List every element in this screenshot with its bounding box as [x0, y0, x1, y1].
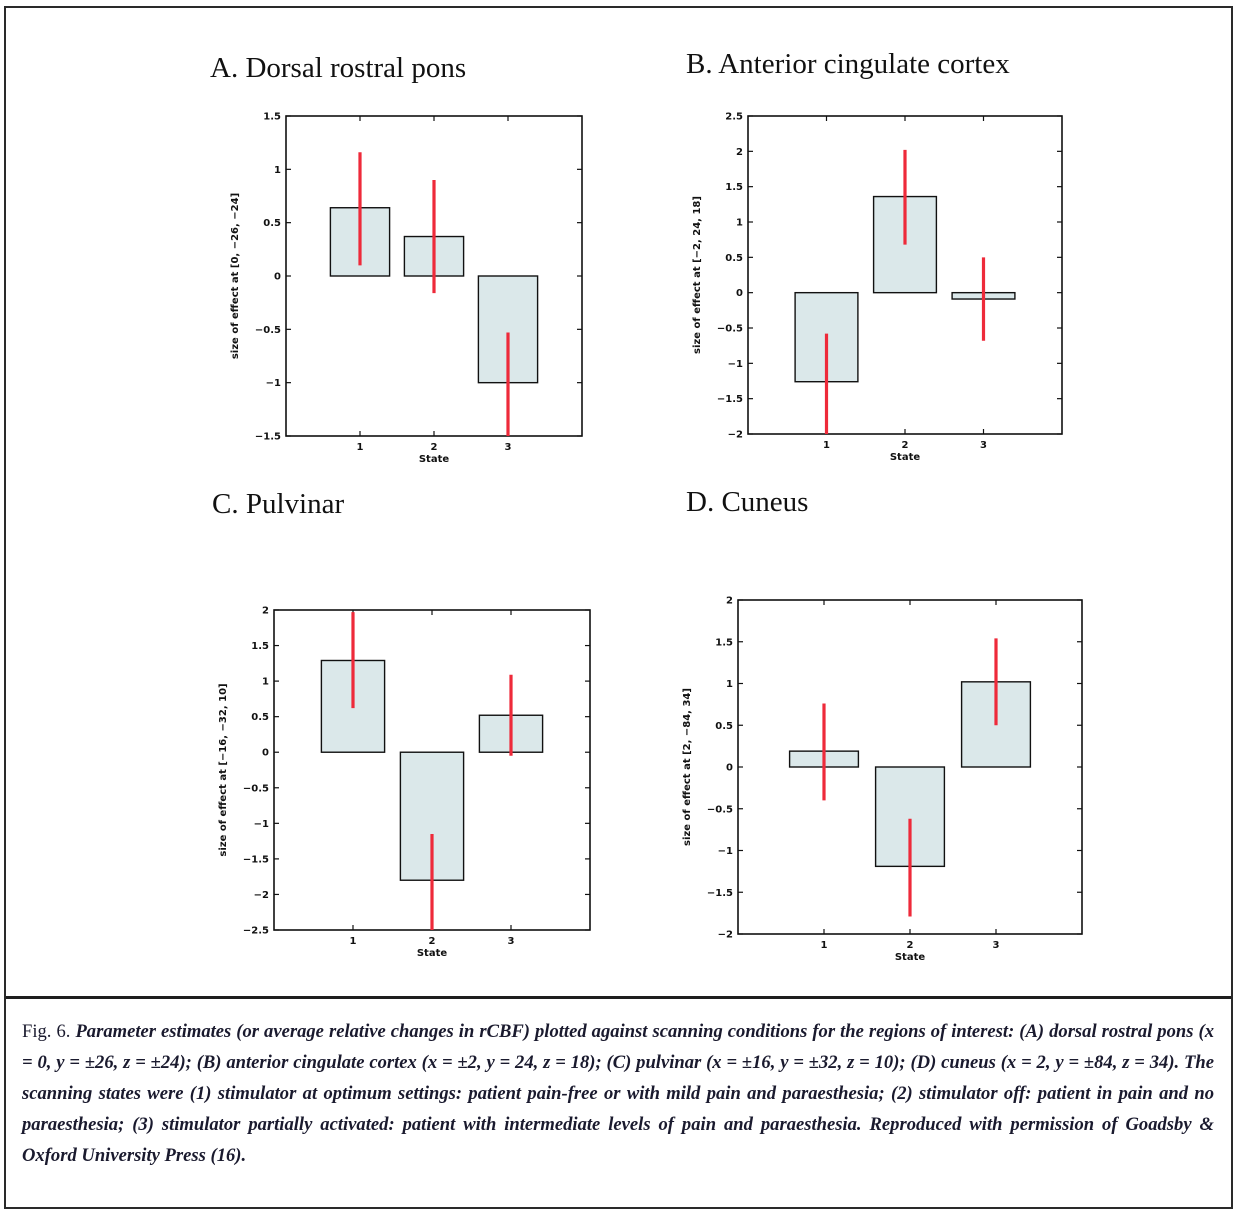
y-axis-title: size of effect at [−16, −32, 10] [218, 683, 229, 856]
y-tick-label: −1 [266, 378, 281, 389]
y-tick-label: 0 [736, 288, 743, 299]
x-axis-title: State [417, 948, 448, 959]
x-tick-label: 3 [508, 936, 515, 947]
x-tick-label: 1 [823, 440, 830, 451]
caption-label: Fig. 6. [22, 1021, 71, 1042]
y-tick-label: 1 [262, 677, 269, 688]
panel-b-title: B. Anterior cingulate cortex [686, 48, 1010, 80]
x-tick-label: 1 [350, 936, 357, 947]
x-axis-title: State [895, 952, 926, 963]
y-tick-label: 0.5 [251, 712, 269, 723]
y-tick-label: 0.5 [263, 218, 281, 229]
caption-divider [6, 996, 1231, 999]
panel-a-chart: 1.5 1 0.5 0 −0.5 −1 −1.5 1 2 3 State size of effect… [230, 112, 583, 465]
y-tick-label: −1.5 [707, 888, 733, 899]
y-tick-label: −2.5 [243, 926, 269, 937]
y-tick-label: −0.5 [243, 783, 269, 794]
y-tick-label: 2.5 [725, 112, 743, 123]
y-tick-label: −0.5 [707, 804, 733, 815]
figure-caption: Fig. 6. Parameter estimates (or average … [22, 1016, 1214, 1171]
y-tick-label: −2 [718, 930, 733, 941]
y-tick-label: 1 [726, 679, 733, 690]
figure-area: A. Dorsal rostral pons 1.5 1 0.5 0 −0.5 −1 −1.… [6, 8, 1231, 996]
y-axis-title: size of effect at [0, −26, −24] [230, 193, 241, 359]
x-tick-label: 2 [429, 936, 436, 947]
x-tick-label: 2 [902, 440, 909, 451]
y-tick-label: 1.5 [725, 182, 743, 193]
y-tick-label: −2 [254, 890, 269, 901]
y-axis-title: size of effect at [2, −84, 34] [682, 688, 693, 846]
y-tick-label: 1 [736, 218, 743, 229]
y-tick-label: 0 [274, 272, 281, 283]
x-axis-title: State [890, 452, 921, 463]
x-axis-title: State [419, 454, 450, 465]
y-tick-label: 2 [736, 147, 743, 158]
x-tick-label: 3 [505, 442, 512, 453]
x-tick-label: 2 [431, 442, 438, 453]
caption-text: Parameter estimates (or average relative… [22, 1021, 1214, 1166]
y-tick-label: 0.5 [715, 721, 733, 732]
panel-c-chart: 2 1.5 1 0.5 0 −0.5 −1 −1.5 −2 −2.5 1 2 3 State size of… [218, 606, 591, 959]
x-tick-label: 1 [357, 442, 364, 453]
figure-frame: A. Dorsal rostral pons 1.5 1 0.5 0 −0.5 −1 −1.… [4, 6, 1233, 1209]
panel-b-chart: 2.5 2 1.5 1 0.5 0 −0.5 −1 −1.5 −2 1 2 3 State size of … [692, 112, 1063, 463]
y-tick-label: 1.5 [263, 112, 281, 123]
y-tick-label: 0.5 [725, 253, 743, 264]
y-axis-title: size of effect at [−2, 24, 18] [692, 196, 703, 354]
y-tick-label: −1 [254, 819, 269, 830]
y-tick-label: 2 [262, 606, 269, 617]
y-tick-label: −1.5 [243, 854, 269, 865]
panel-d-title: D. Cuneus [686, 486, 809, 518]
panel-c-title: C. Pulvinar [212, 488, 345, 520]
y-tick-label: −1 [728, 359, 743, 370]
panel-d-chart: 2 1.5 1 0.5 0 −0.5 −1 −1.5 −2 1 2 3 State size of eff… [682, 596, 1083, 963]
y-tick-label: 1.5 [251, 641, 269, 652]
y-tick-label: 2 [726, 596, 733, 607]
x-tick-label: 2 [907, 940, 914, 951]
y-tick-label: −2 [728, 430, 743, 441]
y-tick-label: −1 [718, 846, 733, 857]
y-tick-label: 0 [262, 748, 269, 759]
panel-a-title: A. Dorsal rostral pons [210, 52, 467, 84]
x-tick-label: 1 [821, 940, 828, 951]
y-tick-label: −1.5 [717, 394, 743, 405]
y-tick-label: −0.5 [255, 325, 281, 336]
y-tick-label: 0 [726, 763, 733, 774]
x-tick-label: 3 [980, 440, 987, 451]
y-tick-label: −1.5 [255, 432, 281, 443]
x-tick-label: 3 [993, 940, 1000, 951]
y-tick-label: −0.5 [717, 324, 743, 335]
y-tick-label: 1 [274, 165, 281, 176]
y-tick-label: 1.5 [715, 637, 733, 648]
